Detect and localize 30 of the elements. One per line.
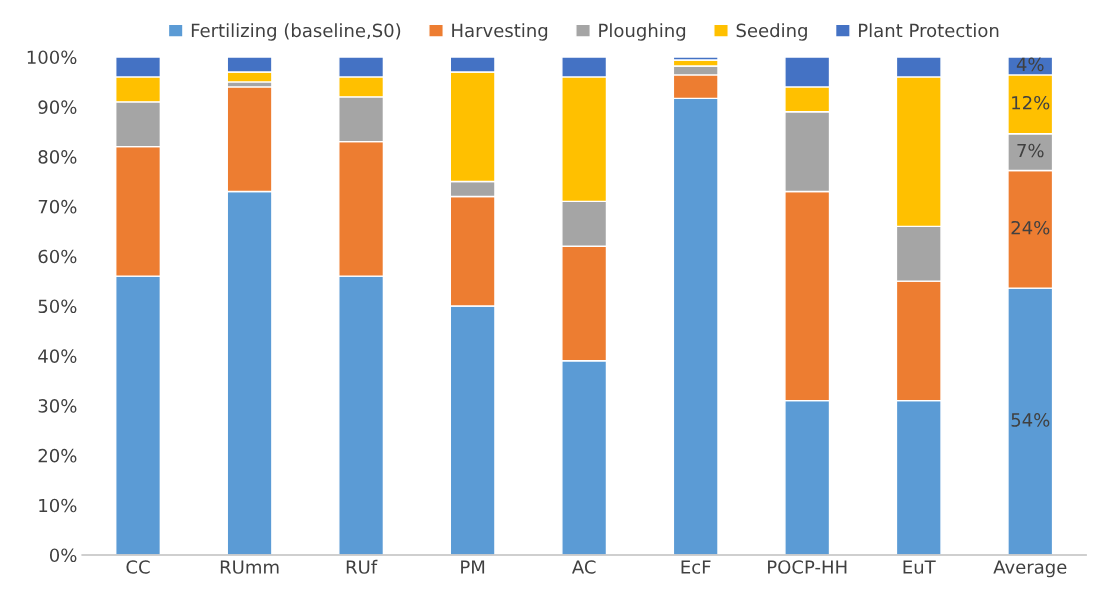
legend-label: Harvesting [452, 23, 548, 41]
legend-label: Plant Protection [859, 23, 999, 38]
x-tick-label: EuT [903, 560, 936, 574]
y-tick-label: 0% [49, 548, 77, 563]
legend-label: Ploughing [599, 23, 686, 41]
data-label: 4% [1016, 57, 1044, 72]
legend-label: Seeding [736, 23, 807, 41]
y-tick-label: 100% [27, 50, 77, 65]
y-tick-label: 70% [38, 199, 77, 214]
x-tick-label: AC [571, 560, 596, 574]
x-tick-label: PM [461, 560, 485, 574]
data-label: 54% [1011, 413, 1050, 427]
y-tick-label: 50% [38, 299, 77, 314]
x-tick-label: RUf [346, 559, 378, 574]
x-tick-label: EcF [681, 560, 711, 574]
x-tick-label: RUmm [220, 560, 279, 574]
x-tick-label: Average [993, 560, 1067, 578]
data-label: 24% [1011, 220, 1050, 235]
data-label: 12% [1012, 95, 1050, 110]
y-tick-label: 10% [39, 498, 77, 513]
y-tick-label: 80% [38, 150, 77, 164]
y-tick-label: 40% [38, 349, 77, 363]
data-label: 7% [1017, 143, 1044, 158]
x-tick-label: CC [126, 560, 150, 574]
y-tick-label: 20% [38, 448, 77, 463]
y-tick-label: 90% [38, 100, 77, 114]
y-tick-label: 60% [38, 249, 77, 264]
legend-label: Fertilizing (baseline,S0) [191, 23, 401, 41]
x-tick-label: POCP-HH [768, 560, 847, 574]
y-tick-label: 30% [38, 399, 77, 413]
